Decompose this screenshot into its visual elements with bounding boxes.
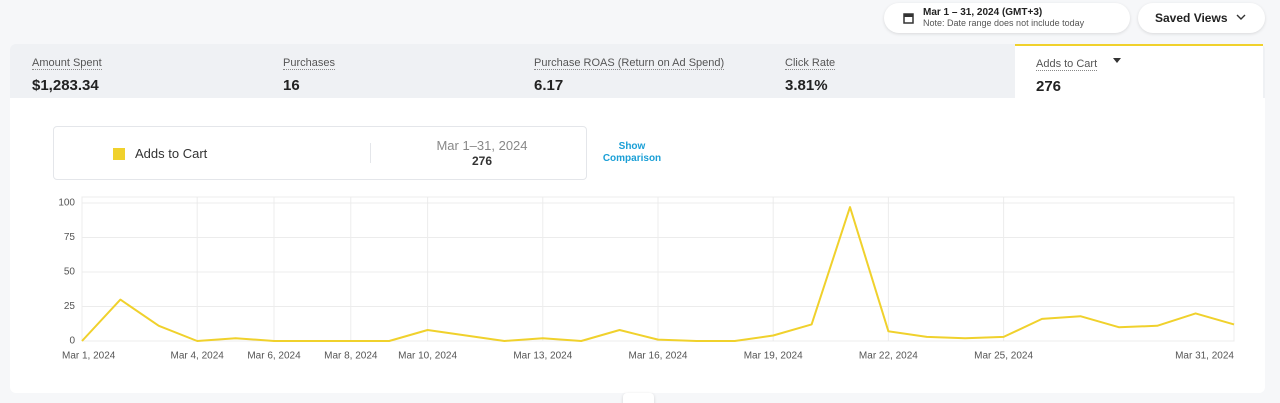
date-note: Note: Date range does not include today (923, 18, 1085, 28)
metric[interactable]: Adds to Cart 276 (1036, 54, 1121, 95)
metric-tab-selected[interactable] (1015, 44, 1263, 102)
legend-total: 276 (471, 154, 493, 168)
divider (370, 143, 371, 163)
legend-box: Adds to Cart Mar 1–31, 2024 276 (53, 126, 587, 180)
chevron (1236, 14, 1246, 20)
dropdown-arrow (1113, 58, 1121, 63)
series-line (81, 206, 1235, 342)
metric[interactable]: Click Rate 3.81% (785, 53, 836, 94)
metric-label: Click Rate (785, 57, 836, 70)
metric-value: 6.17 (534, 77, 564, 94)
x-tick-label: Mar 1, 2024 (62, 351, 116, 362)
legend-range: Mar 1–31, 2024 (436, 138, 528, 153)
calendar-icon (903, 13, 914, 24)
date-range: Mar 1 – 31, 2024 (GMT+3) (923, 7, 1043, 18)
x-tick-label: Mar 22, 2024 (859, 351, 918, 362)
x-tick-label: Mar 13, 2024 (513, 351, 572, 362)
y-tick-label: 25 (64, 301, 76, 312)
metric-label: Amount Spent (32, 57, 102, 70)
x-tick-label: Mar 4, 2024 (171, 351, 225, 362)
date-picker[interactable]: Mar 1 – 31, 2024 (GMT+3) Note: Date rang… (884, 3, 1130, 33)
saved-views-button[interactable]: Saved Views (1138, 3, 1265, 33)
x-tick-label: Mar 31, 2024 (1175, 351, 1234, 362)
metric-label: Purchase ROAS (Return on Ad Spend) (534, 57, 725, 70)
metric-value: 276 (1036, 78, 1062, 95)
x-tick-label: Mar 10, 2024 (398, 351, 457, 362)
y-tick-label: 50 (64, 267, 76, 278)
collapse-button[interactable] (623, 393, 654, 403)
saved-views-label: Saved Views (1155, 11, 1228, 25)
x-tick-label: Mar 19, 2024 (744, 351, 803, 362)
metric-label: Adds to Cart (1036, 58, 1098, 71)
y-tick-label: 100 (58, 198, 75, 209)
y-tick-label: 0 (69, 336, 75, 347)
metric[interactable]: Amount Spent $1,283.34 (32, 53, 102, 94)
y-tick-label: 75 (64, 232, 76, 243)
legend-label: Adds to Cart (135, 146, 208, 161)
legend-swatch (113, 148, 125, 160)
metric-value: 3.81% (785, 77, 828, 94)
x-tick-label: Mar 16, 2024 (629, 351, 688, 362)
x-tick-label: Mar 8, 2024 (324, 351, 378, 362)
metric[interactable]: Purchase ROAS (Return on Ad Spend) 6.17 (534, 53, 725, 94)
metric-value: 16 (283, 77, 300, 94)
show-comparison-link[interactable]: Show Comparison (602, 141, 662, 164)
metric-value: $1,283.34 (32, 77, 99, 94)
metric[interactable]: Purchases 16 (283, 53, 335, 94)
x-tick-label: Mar 6, 2024 (247, 351, 301, 362)
x-tick-label: Mar 25, 2024 (974, 351, 1033, 362)
metric-label: Purchases (283, 57, 335, 70)
